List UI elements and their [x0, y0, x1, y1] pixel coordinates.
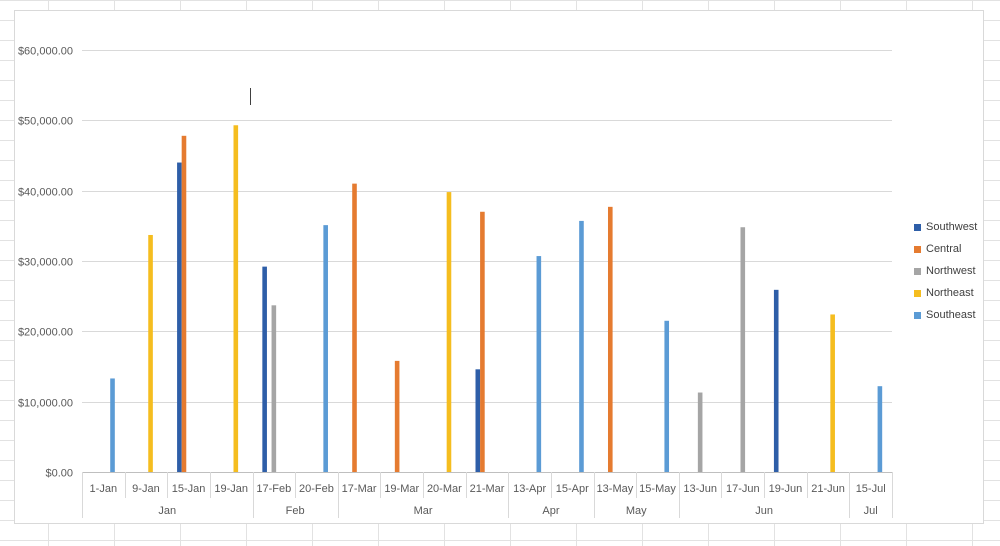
x-group-label: Apr — [542, 505, 559, 517]
x-tick-label: 19-Mar — [384, 483, 419, 495]
bar-southeast-13-apr — [536, 256, 542, 472]
x-tick-label: 19-Jun — [769, 483, 803, 495]
y-axis: $0.00 $10,000.00 $20,000.00 $30,000.00 $40,0… — [18, 46, 73, 480]
x-tick-label: 20-Mar — [427, 483, 462, 495]
bar-northwest-17-jun — [740, 227, 746, 472]
bar-southwest-17-feb — [262, 266, 267, 472]
bar-northeast-20-mar — [446, 192, 452, 472]
legend-item-southwest[interactable]: Southwest — [914, 216, 994, 238]
legend-item-central[interactable]: Central — [914, 238, 994, 260]
x-tick-label: 15-Jul — [856, 483, 886, 495]
x-tick-label: 21-Jun — [811, 483, 845, 495]
bar-southeast-1-jan — [110, 378, 115, 472]
bar-southeast-20-feb — [323, 225, 328, 472]
legend[interactable]: Southwest Central Northwest Northeast Southe… — [914, 216, 994, 326]
bar-northeast-9-jan — [148, 234, 153, 472]
bar-northwest-13-jun — [697, 392, 703, 472]
x-tick-label: 13-Apr — [513, 483, 546, 495]
legend-label: Northeast — [926, 287, 974, 299]
bar-northeast-19-jan — [233, 125, 239, 473]
legend-swatch — [914, 311, 921, 319]
bar-southeast-15-jul — [877, 386, 883, 472]
legend-item-southeast[interactable]: Southeast — [914, 304, 994, 326]
bar-southeast-15-may — [664, 320, 670, 472]
y-tick-label: $30,000.00 — [18, 257, 73, 269]
x-tick-label: 1-Jan — [90, 483, 118, 495]
y-tick-label: $60,000.00 — [18, 46, 73, 58]
x-tick-label: 13-Jun — [683, 483, 717, 495]
bar-central-15-jan — [181, 135, 187, 472]
x-axis: 1-Jan 9-Jan 15-Jan 19-Jan 17-Feb 20-Feb 17-Mar… — [82, 472, 893, 518]
x-tick-label: 17-Feb — [256, 483, 291, 495]
x-group-label: Feb — [286, 505, 305, 517]
x-group-label: Jun — [755, 505, 773, 517]
x-group-label: Jan — [158, 505, 176, 517]
x-group-label: Jul — [864, 505, 878, 517]
x-tick-label: 17-Jun — [726, 483, 760, 495]
legend-item-northeast[interactable]: Northeast — [914, 282, 994, 304]
bars — [110, 125, 883, 473]
y-tick-label: $50,000.00 — [18, 116, 73, 128]
legend-label: Northwest — [926, 265, 976, 277]
bar-central-21-mar — [480, 211, 485, 472]
x-tick-label: 19-Jan — [214, 483, 248, 495]
legend-label: Southwest — [926, 221, 978, 233]
bar-central-13-may — [607, 206, 613, 473]
bar-southwest-21-mar — [475, 369, 481, 472]
legend-label: Central — [926, 243, 962, 255]
y-tick-label: $20,000.00 — [18, 327, 73, 339]
x-tick-label: 15-Jan — [172, 483, 206, 495]
bar-southwest-15-jan — [177, 162, 182, 473]
text-cursor — [250, 88, 251, 105]
bar-central-19-mar — [394, 360, 400, 472]
bar-southeast-15-apr — [579, 220, 584, 472]
x-tick-label: 17-Mar — [342, 483, 377, 495]
legend-swatch — [914, 223, 921, 231]
y-tick-label: $40,000.00 — [18, 187, 73, 199]
bar-northeast-21-jun — [830, 314, 835, 472]
x-tick-label: 15-May — [639, 483, 676, 495]
x-tick-label: 20-Feb — [299, 483, 334, 495]
legend-label: Southeast — [926, 309, 976, 321]
y-tick-label: $10,000.00 — [18, 398, 73, 410]
x-tick-label: 9-Jan — [132, 483, 160, 495]
bar-southwest-19-jun — [773, 289, 779, 472]
legend-swatch — [914, 289, 921, 297]
legend-item-northwest[interactable]: Northwest — [914, 260, 994, 282]
bar-northwest-17-feb — [271, 305, 277, 472]
x-tick-label: 15-Apr — [556, 483, 589, 495]
x-group-label: Mar — [414, 505, 433, 517]
chart-area[interactable] — [14, 10, 984, 524]
legend-swatch — [914, 267, 921, 275]
x-group-label: May — [626, 505, 647, 517]
legend-swatch — [914, 245, 921, 253]
gridlines — [82, 50, 892, 473]
x-tick-label: 13-May — [597, 483, 634, 495]
x-tick-label: 21-Mar — [470, 483, 505, 495]
y-tick-label: $0.00 — [45, 468, 73, 480]
bar-central-17-mar — [352, 183, 357, 472]
